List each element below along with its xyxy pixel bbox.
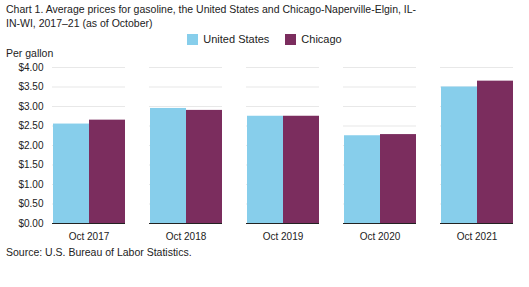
html-text:Source: U.S. Bureau of Labor S: Source: U.S. Bureau of Labor Statistics. xyxy=(6,246,192,259)
svg-text:Oct 2020: Oct 2020 xyxy=(360,231,401,242)
svg-text:$2.00: $2.00 xyxy=(18,140,43,151)
html-text:United States: United States xyxy=(203,33,270,46)
svg-text:$2.50: $2.50 xyxy=(18,120,43,131)
svg-text:Oct 2021: Oct 2021 xyxy=(457,231,498,242)
svg-text:$3.00: $3.00 xyxy=(18,101,43,112)
svg-text:$3.50: $3.50 xyxy=(18,81,43,92)
svg-text:Oct 2018: Oct 2018 xyxy=(166,231,207,242)
svg-text:Oct 2019: Oct 2019 xyxy=(263,231,304,242)
svg-text:Oct 2017: Oct 2017 xyxy=(69,231,110,242)
svg-text:$1.00: $1.00 xyxy=(18,179,43,190)
svg-text:$1.50: $1.50 xyxy=(18,159,43,170)
html-text:Per gallon: Per gallon xyxy=(6,47,54,60)
html-text:Chicago: Chicago xyxy=(301,33,342,46)
svg-text:$0.00: $0.00 xyxy=(18,218,43,229)
svg-text:$0.50: $0.50 xyxy=(18,198,43,209)
html-text:Chart 1. Average prices for ga: Chart 1. Average prices for gasoline, th… xyxy=(6,3,417,29)
svg-text:$4.00: $4.00 xyxy=(18,62,43,73)
